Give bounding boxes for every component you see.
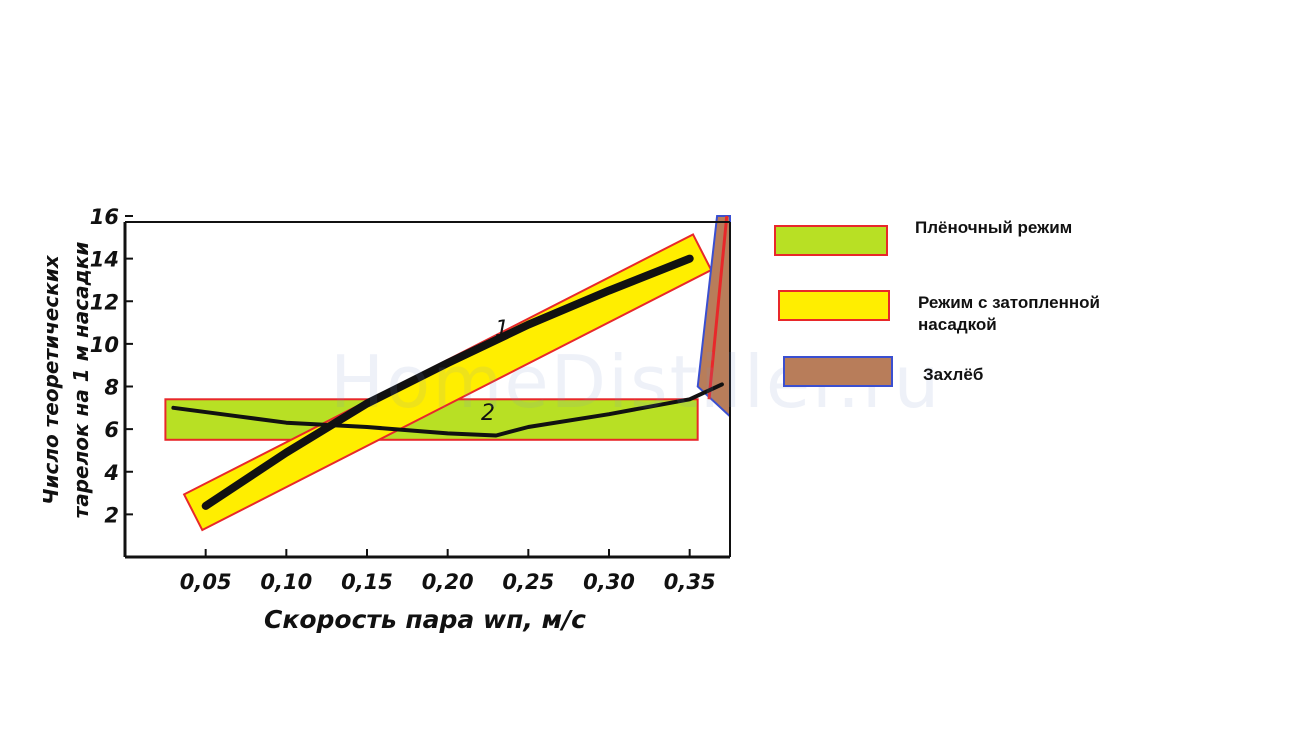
y-tick-label: 8 (104, 376, 119, 400)
x-tick-label: 0,05 (180, 570, 232, 594)
chart-axes (123, 221, 731, 559)
y-tick-label: 10 (90, 333, 119, 357)
series-label-2: 2 (481, 401, 495, 426)
x-tick-label: 0,10 (260, 570, 312, 594)
y-tick-label: 6 (104, 418, 119, 442)
y-tick-label: 2 (104, 503, 119, 527)
x-tick-label: 0,30 (583, 570, 635, 594)
legend-swatch-flooded (778, 290, 890, 321)
legend-label-flooding: Захлёб (923, 365, 984, 384)
legend-label-film: Плёночный режим (915, 218, 1073, 237)
legend-label-flooded-line-1: Режим с затопленной (918, 293, 1100, 312)
x-tick-label: 0,25 (502, 570, 554, 594)
legend-label-flooded-line-2: насадкой (918, 315, 997, 334)
x-axis-label: Скорость пара wп, м/с (264, 605, 586, 634)
y-tick-label: 16 (90, 205, 119, 229)
series-line-1 (201, 254, 694, 510)
legend-swatch-film (774, 225, 888, 256)
series-label-1: 1 (495, 317, 509, 342)
y-axis-label-line-2: тарелок на 1 м насадки (69, 242, 93, 519)
region-flooded-regime (182, 233, 713, 532)
flooding-boundary-line (707, 215, 729, 400)
chart-regions (164, 215, 731, 532)
y-tick-label: 4 (103, 461, 119, 485)
chart-series: 12 (171, 254, 724, 510)
x-tick-label: 0,35 (664, 570, 716, 594)
x-tick-label: 0,15 (341, 570, 393, 594)
y-tick-label: 14 (90, 248, 119, 272)
legend-swatch-flooding (783, 356, 893, 387)
series-line-2 (171, 382, 724, 438)
y-tick-label: 12 (90, 290, 119, 314)
x-tick-label: 0,20 (422, 570, 474, 594)
y-axis-label-line-1: Число теоретических (39, 254, 63, 505)
